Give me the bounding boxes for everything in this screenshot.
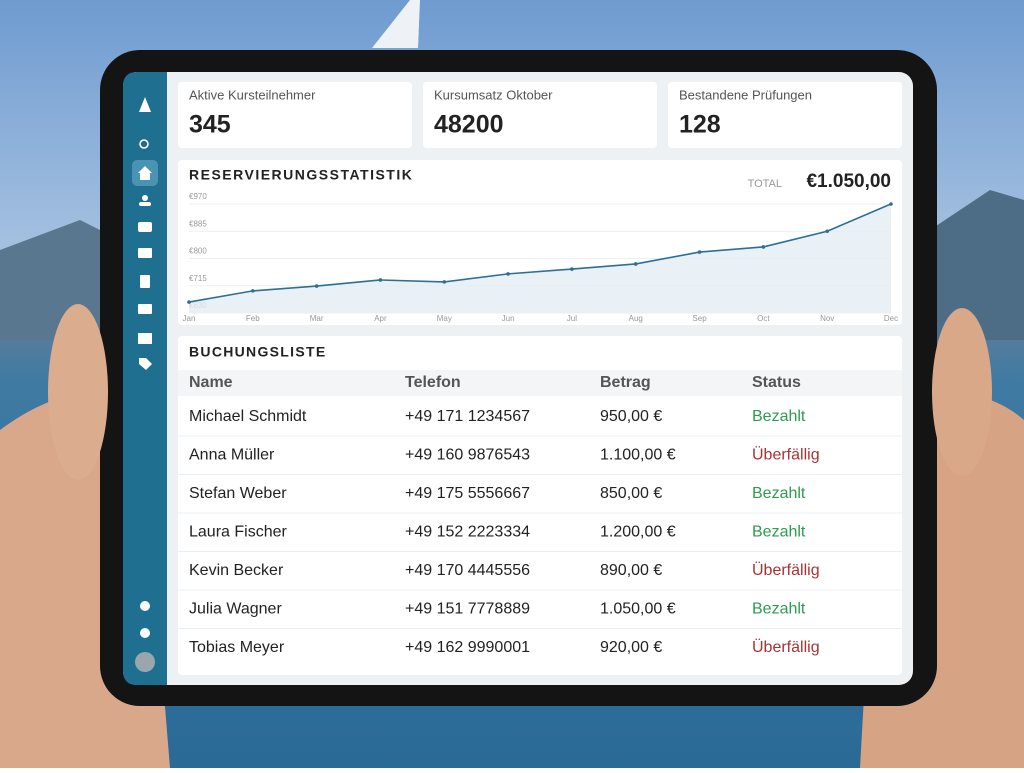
- y-tick-label: €970: [189, 192, 207, 201]
- chart-title: RESERVIERUNGSSTATISTIK: [189, 167, 413, 183]
- point: [633, 262, 638, 266]
- total-label: TOTAL: [748, 178, 782, 190]
- point: [889, 202, 893, 206]
- stat-value: 128: [679, 111, 721, 139]
- stat-label: Aktive Kursteilnehmer: [189, 87, 316, 102]
- status: Überfällig: [752, 638, 820, 656]
- stat-card: [178, 82, 412, 148]
- y-tick-label: €715: [189, 274, 207, 283]
- stat-value: 48200: [434, 111, 504, 139]
- cell: 890,00 €: [600, 562, 662, 579]
- point: [761, 245, 766, 249]
- cell: 920,00 €: [600, 639, 662, 656]
- status: Überfällig: [752, 446, 820, 464]
- point: [570, 267, 574, 271]
- stat-label: Bestandene Prüfungen: [679, 87, 812, 102]
- cell: +49 162 9990001: [405, 639, 530, 656]
- point: [825, 229, 829, 234]
- x-tick-label: Jan: [183, 314, 196, 323]
- x-tick-label: Jul: [567, 314, 577, 323]
- stat-card: [668, 82, 902, 148]
- card-icon[interactable]: [138, 222, 152, 232]
- column-header: Betrag: [600, 374, 651, 391]
- logo-icon: [139, 97, 151, 112]
- sidebar: [123, 72, 167, 685]
- x-tick-label: Aug: [629, 314, 643, 323]
- x-tick-label: Mar: [310, 314, 324, 323]
- invoice-icon[interactable]: [140, 275, 150, 288]
- cell: 1.200,00 €: [600, 524, 676, 541]
- status: Bezahlt: [752, 408, 806, 425]
- cell: +49 171 1234567: [405, 408, 530, 425]
- avatar[interactable]: [135, 652, 155, 672]
- x-tick-label: Nov: [820, 314, 834, 323]
- cell: Julia Wagner: [189, 601, 282, 618]
- help-icon[interactable]: [140, 628, 150, 638]
- total-value: €1.050,00: [806, 171, 891, 192]
- bank-icon[interactable]: [138, 333, 152, 344]
- point: [314, 284, 319, 288]
- x-tick-label: Apr: [374, 314, 387, 323]
- cell: 1.100,00 €: [600, 447, 676, 464]
- point: [697, 250, 702, 254]
- cell: Laura Fischer: [189, 524, 287, 541]
- settings-icon[interactable]: [140, 601, 150, 611]
- left-thumb: [48, 304, 108, 480]
- tag-icon[interactable]: [139, 358, 152, 370]
- point: [506, 272, 510, 276]
- point: [378, 278, 383, 282]
- point: [251, 289, 255, 293]
- home-icon[interactable]: [138, 166, 152, 180]
- user-icon[interactable]: [142, 195, 148, 201]
- mail-icon[interactable]: [138, 248, 152, 258]
- column-header: Name: [189, 374, 233, 391]
- line: [188, 203, 892, 303]
- user-icon[interactable]: [139, 202, 151, 206]
- cell: +49 175 5556667: [405, 485, 530, 502]
- x-tick-label: Oct: [757, 314, 770, 323]
- sidebar-icons: [132, 97, 158, 672]
- status: Bezahlt: [752, 485, 806, 502]
- cell: +49 170 4445556: [405, 562, 530, 579]
- status: Bezahlt: [752, 601, 806, 618]
- column-header: Status: [752, 374, 801, 391]
- status: Bezahlt: [752, 524, 806, 541]
- cell: +49 160 9876543: [405, 447, 530, 464]
- cell: +49 151 7778889: [405, 601, 530, 618]
- area: [189, 204, 891, 313]
- y-tick-label: €885: [189, 219, 207, 228]
- cell: Stefan Weber: [189, 485, 287, 502]
- cell: +49 152 2223334: [405, 524, 530, 541]
- x-tick-label: Sep: [692, 314, 707, 323]
- cell: Tobias Meyer: [189, 639, 285, 656]
- column-header: Telefon: [405, 374, 461, 391]
- stat-card: [423, 82, 657, 148]
- right-thumb: [932, 308, 992, 476]
- cell: 850,00 €: [600, 485, 662, 502]
- cell: Kevin Becker: [189, 562, 284, 579]
- sail: [372, 0, 420, 48]
- stat-value: 345: [189, 111, 231, 139]
- x-tick-label: Feb: [246, 314, 260, 323]
- x-tick-label: May: [437, 314, 452, 323]
- y-tick-label: €800: [189, 247, 207, 256]
- table-title: BUCHUNGSLISTE: [189, 344, 326, 360]
- table-header: [178, 370, 902, 396]
- x-tick-label: Dec: [884, 314, 898, 323]
- money-icon[interactable]: [138, 304, 152, 314]
- cell: Michael Schmidt: [189, 408, 307, 425]
- stat-label: Kursumsatz Oktober: [434, 87, 553, 102]
- point: [442, 280, 447, 284]
- cell: Anna Müller: [189, 447, 275, 464]
- status: Überfällig: [752, 561, 820, 579]
- search-icon[interactable]: [139, 139, 149, 149]
- x-tick-label: Jun: [502, 314, 515, 323]
- point: [187, 300, 191, 304]
- cell: 950,00 €: [600, 408, 662, 425]
- cell: 1.050,00 €: [600, 601, 676, 618]
